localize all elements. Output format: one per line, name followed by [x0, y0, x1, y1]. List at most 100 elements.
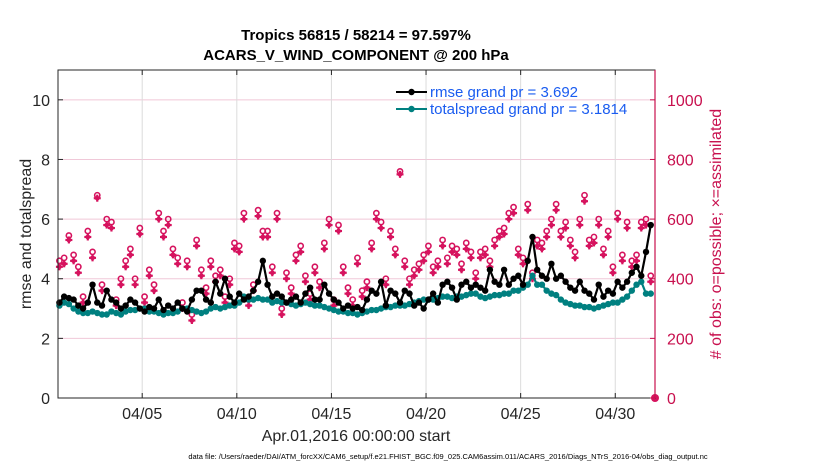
rmse-point [250, 287, 257, 294]
obs-possible-point [335, 221, 342, 229]
chart-title-line-2: ACARS_V_WIND_COMPONENT @ 200 hPa [203, 47, 509, 64]
obs-assimilated-point [273, 215, 281, 223]
rmse-point [411, 302, 418, 309]
obs-assimilated-point [500, 230, 508, 238]
rmse-point [510, 275, 517, 282]
obs-assimilated-point [424, 248, 432, 256]
obs-possible-point [74, 263, 82, 271]
rmse-point [273, 290, 281, 297]
rmse-point [491, 278, 498, 285]
rmse-point [269, 293, 276, 300]
rmse-point [358, 306, 366, 314]
rmse-point [382, 302, 390, 309]
obs-assimilated-point [491, 242, 499, 250]
y-right-tick-label: 1000 [667, 93, 703, 110]
rmse-point [169, 305, 177, 312]
rmse-point [548, 260, 555, 268]
y-axis-right: 0 200 400 600 800 1000 [650, 93, 703, 408]
rmse-point [448, 284, 456, 291]
rmse-point [486, 266, 494, 273]
obs-assimilated-point [311, 269, 319, 277]
rmse-point [259, 257, 267, 265]
totalspread-point [557, 296, 565, 303]
lines-layer [56, 221, 654, 318]
obs-possible-point [358, 287, 366, 295]
rmse-point [325, 290, 333, 297]
rmse-point [519, 281, 527, 288]
totalspread-point [98, 311, 106, 318]
obs-possible-point [543, 227, 551, 235]
rmse-point [377, 278, 385, 285]
obs-assimilated-point [287, 290, 295, 298]
obs-possible-point [264, 227, 271, 235]
rmse-point [439, 281, 446, 288]
rmse-point [183, 308, 191, 315]
rmse-point [600, 293, 607, 300]
totalspread-point [538, 281, 546, 288]
rmse-point [288, 296, 295, 303]
totalspread-point [642, 290, 650, 297]
rmse-point [458, 281, 465, 288]
rmse-point [141, 308, 148, 315]
rmse-point [283, 299, 290, 306]
obs-assimilated-point [571, 254, 579, 262]
obs-assimilated-point [566, 242, 574, 250]
obs-possible-point [268, 263, 276, 271]
obs-assimilated-point [297, 248, 305, 256]
obs-possible-point [283, 269, 290, 277]
obs-assimilated-point [107, 224, 115, 232]
rmse-point [552, 275, 560, 282]
data-file-footnote: data file: /Users/raeder/DAI/ATM_forcXX/… [188, 452, 708, 461]
obs-possible-point [302, 272, 309, 280]
obs-possible-point [566, 236, 574, 244]
rmse-point [264, 281, 271, 288]
obs-possible-point [126, 245, 134, 253]
rmse-point [472, 281, 479, 288]
totalspread-point [65, 300, 73, 308]
rmse-point [155, 296, 162, 303]
rmse-point [619, 284, 626, 291]
totalspread-point [226, 302, 233, 309]
obs-possible-point [60, 254, 68, 262]
obs-assimilated-point [462, 245, 470, 253]
obs-assimilated-point [103, 221, 111, 229]
obs-possible-point [491, 236, 499, 244]
obs-assimilated-point [117, 281, 125, 289]
y-axis-right-label: # of obs: o=possible; ×=assimilated [708, 109, 725, 359]
obs-possible-point [354, 254, 361, 262]
rmse-point [505, 281, 513, 288]
totalspread-point [609, 299, 617, 306]
obs-assimilated-point [325, 221, 333, 229]
obs-assimilated-point [159, 233, 167, 241]
obs-possible-point [633, 251, 640, 259]
obs-possible-point [391, 245, 399, 253]
obs-assimilated-point [264, 233, 272, 241]
obs-assimilated-point [268, 269, 276, 277]
obs-assimilated-point [278, 311, 286, 319]
totalspread-point [467, 290, 475, 297]
y-right-tick-label: 400 [667, 272, 694, 289]
rmse-point [463, 278, 470, 285]
rmse-point [193, 287, 200, 294]
obs-possible-point [89, 248, 96, 256]
totalspread-point [633, 281, 640, 288]
obs-possible-point [160, 227, 167, 235]
obs-assimilated-point [519, 260, 527, 268]
rmse-point [604, 287, 612, 294]
obs-assimilated-point [254, 212, 262, 220]
obs-assimilated-point [145, 272, 153, 280]
y-tick-label: 10 [32, 93, 50, 110]
obs-assimilated-point [93, 194, 101, 202]
obs-assimilated-point [410, 272, 418, 280]
rmse-point [165, 302, 172, 309]
totalspread-point [259, 296, 267, 303]
totalspread-point [103, 311, 110, 318]
obs-assimilated-point [126, 251, 134, 259]
rmse-point [595, 281, 602, 288]
rmse-point [623, 278, 631, 285]
obs-possible-point [297, 242, 305, 250]
obs-assimilated-point [557, 233, 565, 241]
obs-possible-point [486, 257, 494, 265]
obs-possible-point [623, 218, 631, 226]
obs-assimilated-point [382, 281, 390, 289]
